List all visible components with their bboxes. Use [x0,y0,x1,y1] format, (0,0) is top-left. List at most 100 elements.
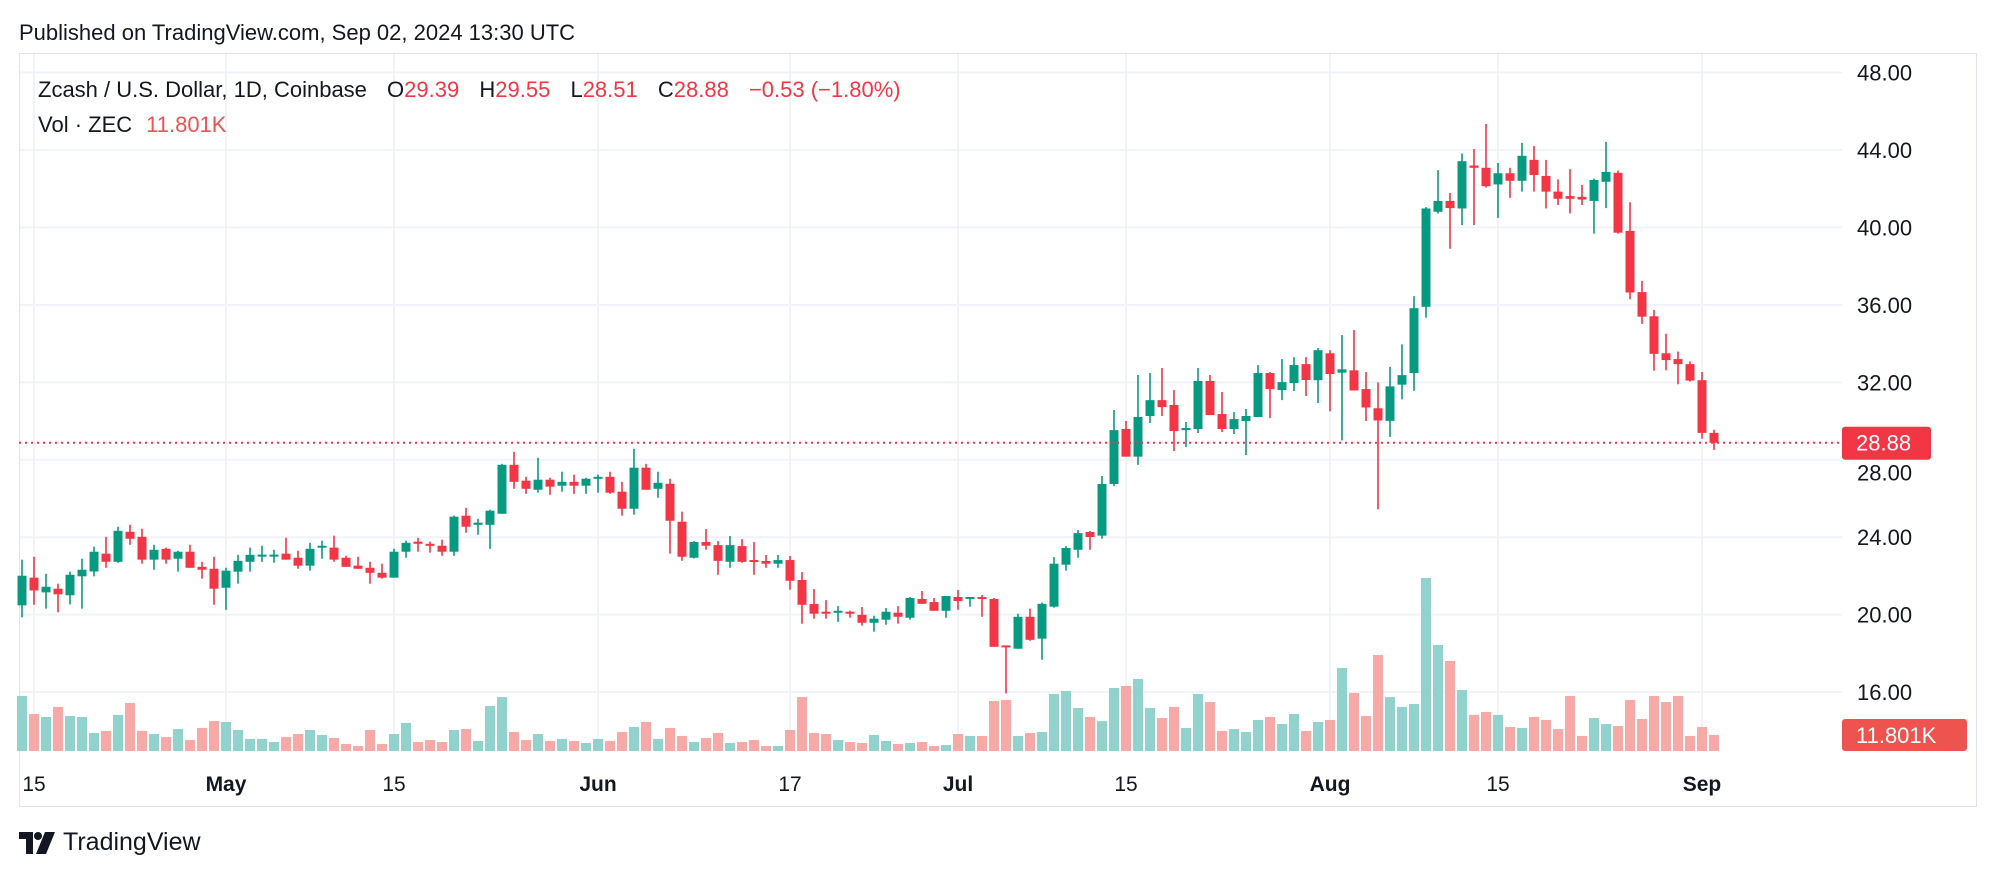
open-label: O [387,77,405,102]
volume-bar [785,729,795,751]
candle [149,544,159,570]
candle-body [65,574,75,596]
time-tick-label: 15 [1486,773,1509,796]
candle [1397,344,1407,400]
candle [1109,410,1119,487]
candle-body [401,542,411,552]
candle [749,542,759,575]
tradingview-brand[interactable]: TradingView [19,828,201,857]
volume-bar [149,734,159,751]
candle [1421,207,1431,318]
open-value: 29.39 [404,77,460,102]
candle-body [305,548,315,566]
volume-bar [1385,697,1395,751]
candle [533,457,543,493]
price-tick-label: 24.00 [1857,525,1912,550]
price-tick-label: 48.00 [1857,61,1912,86]
candle-body [281,553,291,560]
candle-body [77,569,87,577]
candle-body [1157,400,1167,408]
candle-body [485,510,495,525]
candle [1085,531,1095,550]
candle-body [425,543,435,546]
candle [1589,178,1599,234]
volume-bar [1685,735,1695,751]
candle-body [245,554,255,562]
volume-bar [1217,730,1227,751]
candle [401,540,411,558]
published-caption: Published on TradingView.com, Sep 02, 20… [19,20,576,45]
volume-bar [593,738,603,751]
candle-body [1349,370,1359,391]
price-tick-label: 16.00 [1857,680,1912,705]
price-tick-label: 28.00 [1857,461,1912,486]
volume-bar [209,721,219,751]
candle [857,607,867,626]
candle-body [1073,533,1083,550]
volume-bar [197,727,207,751]
volume-bar [1637,719,1647,751]
candle [1625,202,1635,300]
candle [821,600,831,619]
time-axis[interactable]: 15 May 15 Jun 17 Jul 15 Aug 15 Sep [22,773,1721,796]
close-label: C [657,77,674,102]
candle-body [557,481,567,486]
candle [1433,170,1443,214]
candle-body [1037,603,1047,639]
price-tick-label: 36.00 [1857,293,1912,318]
volume-bar [857,743,867,751]
volume-bar [1457,689,1467,751]
high-value: 29.55 [495,77,551,102]
symbol-title[interactable]: Zcash / U.S. Dollar, 1D, Coinbase [38,77,367,102]
price-tick-label: 32.00 [1857,370,1912,395]
candle-body [1025,616,1035,640]
volume-bar [917,742,927,751]
candle [317,540,327,559]
candle [605,471,615,494]
last-price-text: 28.88 [1856,431,1911,456]
candle-body [1469,165,1479,168]
volume-bar [1697,727,1707,751]
candle-body [1361,389,1371,408]
candle-body [473,522,483,525]
volume-bar [1361,716,1371,751]
volume-bar [1157,718,1167,751]
volume-bar [389,734,399,751]
volume-bar [521,740,531,751]
volume-bar [329,737,339,751]
candle-body [293,557,303,566]
candle-body [317,545,327,548]
candle-body [449,516,459,552]
volume-bar [317,735,327,751]
candle [833,606,843,622]
candle-body [1097,483,1107,536]
candle-body [1709,432,1719,443]
candle-body [641,467,651,490]
time-tick-label: Sep [1683,773,1722,796]
volume-bar [1481,711,1491,751]
volume-bar [653,738,663,751]
candle-body [581,478,591,486]
volume-label[interactable]: Vol · ZEC [38,112,133,137]
candle-body [881,611,891,620]
volume-bar [1085,716,1095,751]
candle [173,550,183,572]
candle-body [845,611,855,614]
candle-body [1313,350,1323,381]
price-axis[interactable]: 48.00 44.00 40.00 36.00 32.00 28.00 24.00 20.00… [1857,61,1912,706]
volume-bar [293,734,303,751]
candle [1241,409,1251,456]
volume-bar [1469,714,1479,751]
candle-body [1013,616,1023,649]
time-tick-label: Aug [1310,773,1351,796]
candle-body [197,566,207,570]
candle-body [785,560,795,581]
candle [1637,280,1647,324]
volume-bar [473,740,483,751]
volume-bar [77,716,87,751]
volume-bar [1013,735,1023,751]
candle [881,608,891,625]
candle [269,549,279,563]
volume-bar [341,743,351,751]
